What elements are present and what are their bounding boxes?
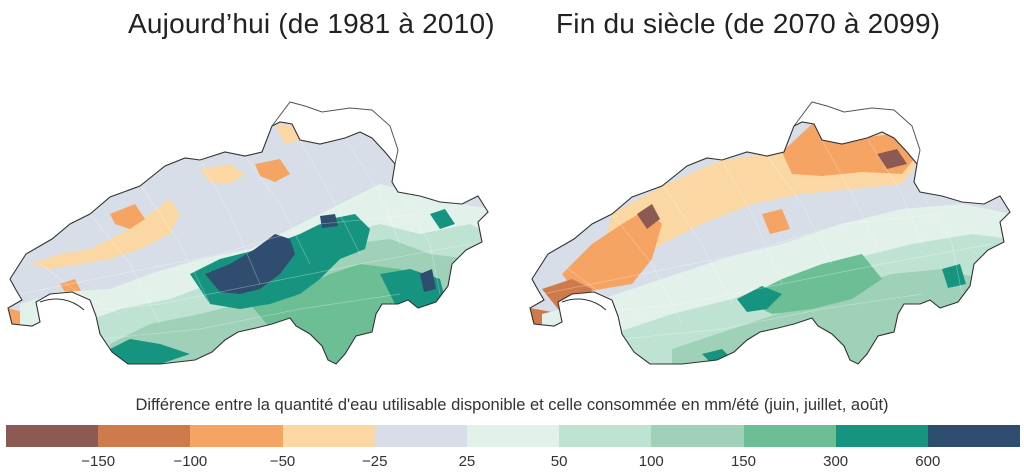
lake-geneva-outline [39, 298, 85, 311]
switzerland-border [529, 121, 1011, 365]
legend-swatch-10 [927, 425, 1021, 447]
legend-tick-label: −100 [173, 453, 208, 470]
legend-tick-label: −25 [361, 453, 388, 470]
legend-swatch-0 [6, 425, 99, 447]
legend-swatch-9 [835, 425, 928, 447]
map-title-today: Aujourd’hui (de 1981 à 2010) [128, 8, 495, 39]
legend-swatch-1 [98, 425, 191, 447]
legend-swatch-8 [743, 425, 836, 447]
legend-tick-label: 50 [550, 453, 568, 470]
legend-tick-label: 150 [730, 453, 756, 470]
legend-caption: Différence entre la quantité d'eau utili… [135, 396, 889, 414]
legend-swatch-4 [374, 425, 467, 447]
lake-constance-outline [793, 101, 921, 165]
legend-tick-label: −150 [81, 453, 116, 470]
legend-swatch-5 [466, 425, 560, 447]
legend-swatch-6 [559, 425, 652, 447]
lake-constance-outline [271, 101, 399, 165]
legend-colorbar [6, 425, 1021, 447]
map-switzerland-today [7, 101, 489, 365]
legend-swatch-7 [651, 425, 744, 447]
map-switzerland-end-of-century [529, 101, 1011, 365]
lake-geneva-outline [561, 298, 607, 311]
legend-tick-label: 25 [458, 453, 476, 470]
map-title-end-of-century: Fin du siècle (de 2070 à 2099) [556, 8, 941, 39]
legend-tick-label: 300 [823, 453, 849, 470]
switzerland-border [7, 121, 489, 365]
legend-tick-label: 100 [638, 453, 664, 470]
legend-swatch-3 [282, 425, 375, 447]
legend-tick-label: 600 [915, 453, 941, 470]
legend-tick-label: −50 [269, 453, 296, 470]
legend-swatch-2 [190, 425, 283, 447]
